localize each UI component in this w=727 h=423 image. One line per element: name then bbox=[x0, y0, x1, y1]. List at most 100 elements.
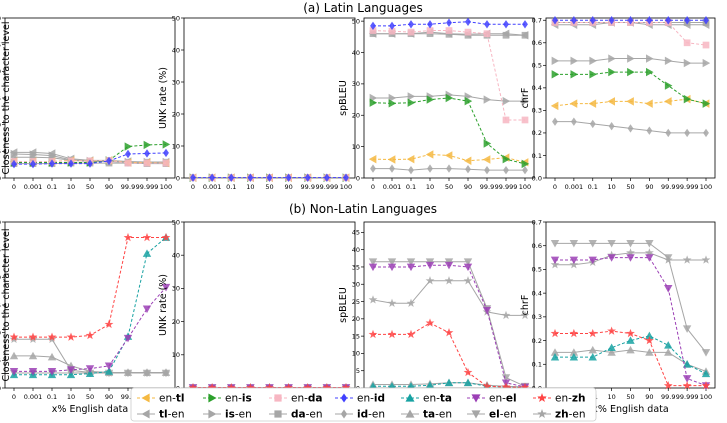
x-tick-label: 0.1 bbox=[588, 183, 598, 191]
data-point bbox=[341, 383, 351, 392]
data-point bbox=[550, 101, 559, 111]
data-point bbox=[406, 329, 416, 339]
legend-label: tl-en bbox=[159, 409, 185, 421]
legend-label: en-ta bbox=[423, 393, 452, 405]
y-tick-label: 40 bbox=[172, 46, 180, 54]
data-point bbox=[125, 149, 131, 159]
legend-entry-en-ta: en-ta bbox=[401, 393, 452, 405]
series-en-zh bbox=[368, 318, 530, 392]
data-point bbox=[142, 368, 152, 377]
data-point bbox=[9, 368, 19, 376]
data-point bbox=[608, 121, 615, 131]
data-point bbox=[406, 298, 416, 308]
data-point bbox=[162, 159, 170, 167]
x-tick-label: 10 bbox=[426, 183, 434, 191]
data-point bbox=[521, 159, 530, 169]
data-point bbox=[569, 352, 579, 361]
y-tick-label: 0.4 bbox=[532, 84, 542, 92]
data-point bbox=[482, 155, 491, 164]
series-en-is bbox=[551, 67, 711, 108]
data-point bbox=[407, 92, 416, 101]
legend-entry-is-en: is-en bbox=[203, 409, 252, 421]
legend-entry-en-id: en-id bbox=[335, 393, 385, 405]
legend-marker bbox=[471, 394, 481, 403]
y-tick-label: 0.3 bbox=[532, 107, 542, 115]
data-point bbox=[388, 27, 396, 35]
y-axis-label: spBLEU bbox=[338, 80, 349, 116]
series-en-el bbox=[550, 254, 711, 390]
y-axis-label: Closeness to the character level bbox=[1, 229, 12, 382]
data-point bbox=[444, 151, 453, 160]
data-point bbox=[387, 298, 397, 308]
data-point bbox=[368, 329, 378, 339]
legend-label: en-da bbox=[291, 393, 323, 405]
data-point bbox=[104, 319, 114, 329]
data-point bbox=[608, 54, 616, 63]
data-point bbox=[47, 352, 57, 361]
legend-entry-tl-en: tl-en bbox=[137, 409, 185, 421]
data-point bbox=[408, 165, 414, 175]
legend-entry-en-is: en-is bbox=[203, 393, 252, 405]
y-tick-label: 2.0 bbox=[0, 68, 1, 76]
data-point bbox=[425, 276, 435, 285]
data-point bbox=[426, 95, 435, 104]
legend-marker bbox=[274, 410, 282, 418]
section-title-nonlatin: (b) Non-Latin Languages bbox=[289, 202, 437, 216]
data-point bbox=[426, 27, 434, 34]
data-point bbox=[588, 256, 597, 265]
data-point bbox=[226, 383, 236, 392]
data-point bbox=[701, 255, 711, 264]
data-point bbox=[520, 382, 530, 392]
section-title-latin: (a) Latin Languages bbox=[303, 1, 423, 15]
x-tick-label: 50 bbox=[626, 393, 634, 401]
y-tick-label: 15 bbox=[352, 332, 360, 340]
data-point bbox=[569, 99, 578, 108]
data-point bbox=[607, 343, 616, 352]
x-tick-label: 99.9 bbox=[480, 183, 494, 191]
legend-label: da-en bbox=[291, 409, 323, 421]
y-tick-label: 40 bbox=[172, 252, 180, 260]
data-point bbox=[388, 99, 397, 108]
data-point bbox=[645, 331, 654, 340]
data-point bbox=[142, 232, 152, 242]
data-point bbox=[387, 258, 397, 266]
x-tick-label: 0.1 bbox=[47, 183, 57, 191]
legend-label: en-el bbox=[489, 393, 517, 405]
y-axis-label: chrF bbox=[520, 295, 531, 316]
data-point bbox=[322, 383, 332, 392]
data-point bbox=[522, 165, 528, 175]
data-point bbox=[28, 332, 38, 341]
x-tick-label: 90 bbox=[105, 393, 113, 401]
data-point bbox=[425, 318, 435, 327]
data-point bbox=[87, 159, 93, 168]
data-point bbox=[664, 285, 673, 293]
data-point bbox=[465, 17, 471, 26]
series-en-id bbox=[370, 17, 528, 31]
data-point bbox=[483, 139, 492, 148]
data-point bbox=[607, 326, 617, 335]
y-tick-label: 30 bbox=[352, 80, 360, 88]
legend-label: en-tl bbox=[159, 393, 185, 405]
data-point bbox=[683, 94, 692, 104]
data-point bbox=[247, 173, 254, 182]
y-tick-label: 0.5 bbox=[532, 266, 542, 274]
data-point bbox=[284, 383, 294, 392]
data-point bbox=[644, 335, 654, 345]
data-point bbox=[368, 263, 378, 272]
data-point bbox=[66, 332, 76, 341]
y-tick-label: 0.6 bbox=[532, 242, 542, 250]
data-point bbox=[570, 56, 579, 66]
x-tick-label: 99.999 bbox=[136, 183, 159, 191]
x-tick-label: 99.9 bbox=[661, 393, 675, 401]
x-tick-label: 10 bbox=[607, 183, 615, 191]
data-point bbox=[550, 352, 560, 361]
y-tick-label: 0.1 bbox=[532, 152, 542, 160]
data-point bbox=[627, 67, 635, 77]
data-point bbox=[682, 381, 692, 390]
x-tick-label: 0.001 bbox=[203, 183, 222, 191]
data-point bbox=[521, 116, 529, 124]
legend-marker bbox=[537, 409, 547, 418]
y-tick-label: 1.0 bbox=[0, 329, 1, 337]
data-point bbox=[550, 348, 560, 356]
